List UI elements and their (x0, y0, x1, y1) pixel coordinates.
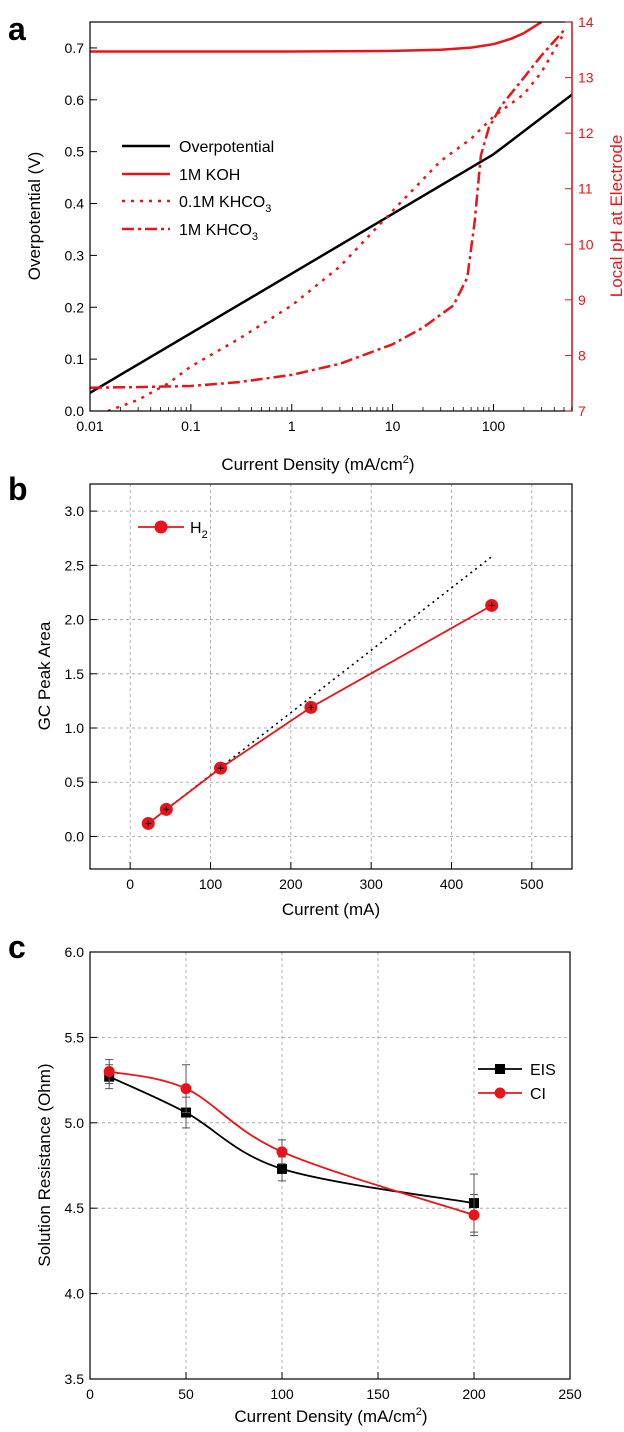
panel-b-legend: H2 (138, 520, 208, 541)
y-tick-label: 4.0 (65, 1286, 85, 1302)
panel-c-label: c (8, 929, 26, 965)
y2-tick-label: 14 (578, 14, 594, 30)
y2-tick-label: 11 (578, 181, 593, 197)
x-tick-label: 0 (86, 1386, 94, 1402)
panel-c-legend: EIS CI (478, 1062, 556, 1103)
y2-tick-label: 8 (578, 347, 586, 363)
panel-a-label: a (8, 11, 26, 47)
panel-a-y-axis-label: Overpotential (V) (25, 152, 44, 281)
panel-a: a 0.01 0.1 1 10 100 0.0 0.1 0.2 0.3 0.4 0.5 0.6 0.7 7… (8, 11, 624, 474)
y-tick-label: 1.5 (65, 666, 85, 682)
x-tick-label: 200 (462, 1386, 486, 1402)
x-tick-label: 150 (366, 1386, 390, 1402)
legend-label-ci: CI (530, 1086, 546, 1103)
y2-tick-label: 10 (578, 236, 594, 252)
y-tick-label: 5.5 (65, 1029, 85, 1045)
panel-b-label: b (8, 471, 28, 507)
y-tick-label: 3.5 (65, 1371, 85, 1387)
y-tick-label: 0.1 (65, 351, 85, 367)
data-point-eis (277, 1163, 287, 1174)
legend-label-1m-koh: 1M KOH (179, 167, 240, 184)
x-tick-label: 100 (482, 418, 506, 434)
x-tick-label: 0.01 (76, 418, 103, 434)
y-tick-label: 2.5 (65, 557, 85, 573)
y-tick-label: 0.0 (65, 403, 85, 419)
legend-label-0-1m-khco3: 0.1M KHCO3 (179, 194, 271, 215)
y2-tick-label: 13 (578, 70, 594, 86)
panel-a-plot-frame (89, 21, 573, 412)
y-tick-label: 0.3 (65, 247, 85, 263)
legend-label-eis: EIS (530, 1062, 556, 1079)
panel-b-x-axis-label: Current (mA) (282, 900, 380, 919)
x-tick-label: 250 (558, 1386, 582, 1402)
x-tick-label: 400 (440, 876, 464, 892)
legend-label-1m-khco3: 1M KHCO3 (179, 222, 258, 243)
y-tick-label: 0.5 (65, 144, 85, 160)
data-point-ci (103, 1066, 115, 1078)
series-line-overpotential (90, 93, 572, 394)
panel-a-x-axis-label: Current Density (mA/cm2) (221, 454, 414, 474)
panel-c-x-axis-label: Current Density (mA/cm2) (234, 1406, 427, 1426)
y-tick-label: 4.5 (65, 1200, 85, 1216)
y-tick-label: 0.0 (65, 828, 85, 844)
x-tick-label: 300 (359, 876, 383, 892)
y-tick-label: 0.4 (65, 196, 85, 212)
y-tick-label: 0.6 (65, 92, 85, 108)
legend-marker-h2 (154, 520, 168, 534)
series-line-1m-khco3 (90, 29, 565, 389)
x-tick-label: 0.1 (181, 418, 201, 434)
data-point-ci (180, 1083, 192, 1095)
series-line-eis (108, 1075, 475, 1204)
panel-a-y2-axis-label: Local pH at Electrode (607, 135, 624, 298)
legend-marker-ci (494, 1087, 506, 1099)
y-tick-label: 1.0 (65, 720, 85, 736)
data-point-ci (468, 1209, 480, 1221)
data-point-ci (276, 1146, 288, 1158)
x-tick-label: 10 (385, 418, 401, 434)
x-tick-label: 50 (178, 1386, 194, 1402)
y-tick-label: 0.7 (65, 40, 85, 56)
x-tick-label: 200 (279, 876, 303, 892)
legend-label-h2: H2 (190, 520, 208, 541)
y-tick-label: 0.2 (65, 299, 85, 315)
y-tick-label: 3.0 (65, 503, 85, 519)
legend-marker-eis (495, 1064, 505, 1074)
y2-tick-label: 12 (578, 125, 594, 141)
x-tick-label: 100 (270, 1386, 294, 1402)
panel-c-plot-frame (89, 951, 571, 1380)
x-tick-label: 500 (520, 876, 544, 892)
panel-b-plot-frame (89, 483, 573, 870)
y2-tick-label: 9 (578, 292, 586, 308)
panel-c-y-axis-label: Solution Resistance (Ohm) (35, 1063, 54, 1266)
panel-c: c 0 50 100 150 200 250 3.5 4.0 4.5 5.0 5.5 6.0 Curr… (8, 929, 582, 1426)
panel-b: b 0 100 200 300 400 5000.00.51.01.52.02.53.0 … (8, 471, 573, 919)
x-tick-label: 100 (199, 876, 223, 892)
y-tick-label: 2.0 (65, 612, 85, 628)
y-tick-label: 5.0 (65, 1115, 85, 1131)
y2-tick-label: 7 (578, 403, 586, 419)
y-tick-label: 6.0 (65, 944, 85, 960)
legend-label-overpotential: Overpotential (179, 139, 274, 156)
panel-b-y-axis-label: GC Peak Area (35, 621, 54, 730)
series-line-1m-koh (90, 22, 543, 53)
series-line-h2 (147, 604, 493, 825)
panel-a-legend: Overpotential 1M KOH 0.1M KHCO3 1M KHCO3 (122, 139, 274, 243)
y-tick-label: 0.5 (65, 774, 85, 790)
x-tick-label: 1 (288, 418, 296, 434)
x-tick-label: 0 (126, 876, 134, 892)
series-line-0-1m-khco3 (107, 32, 566, 411)
series-line-ci (109, 1070, 475, 1216)
